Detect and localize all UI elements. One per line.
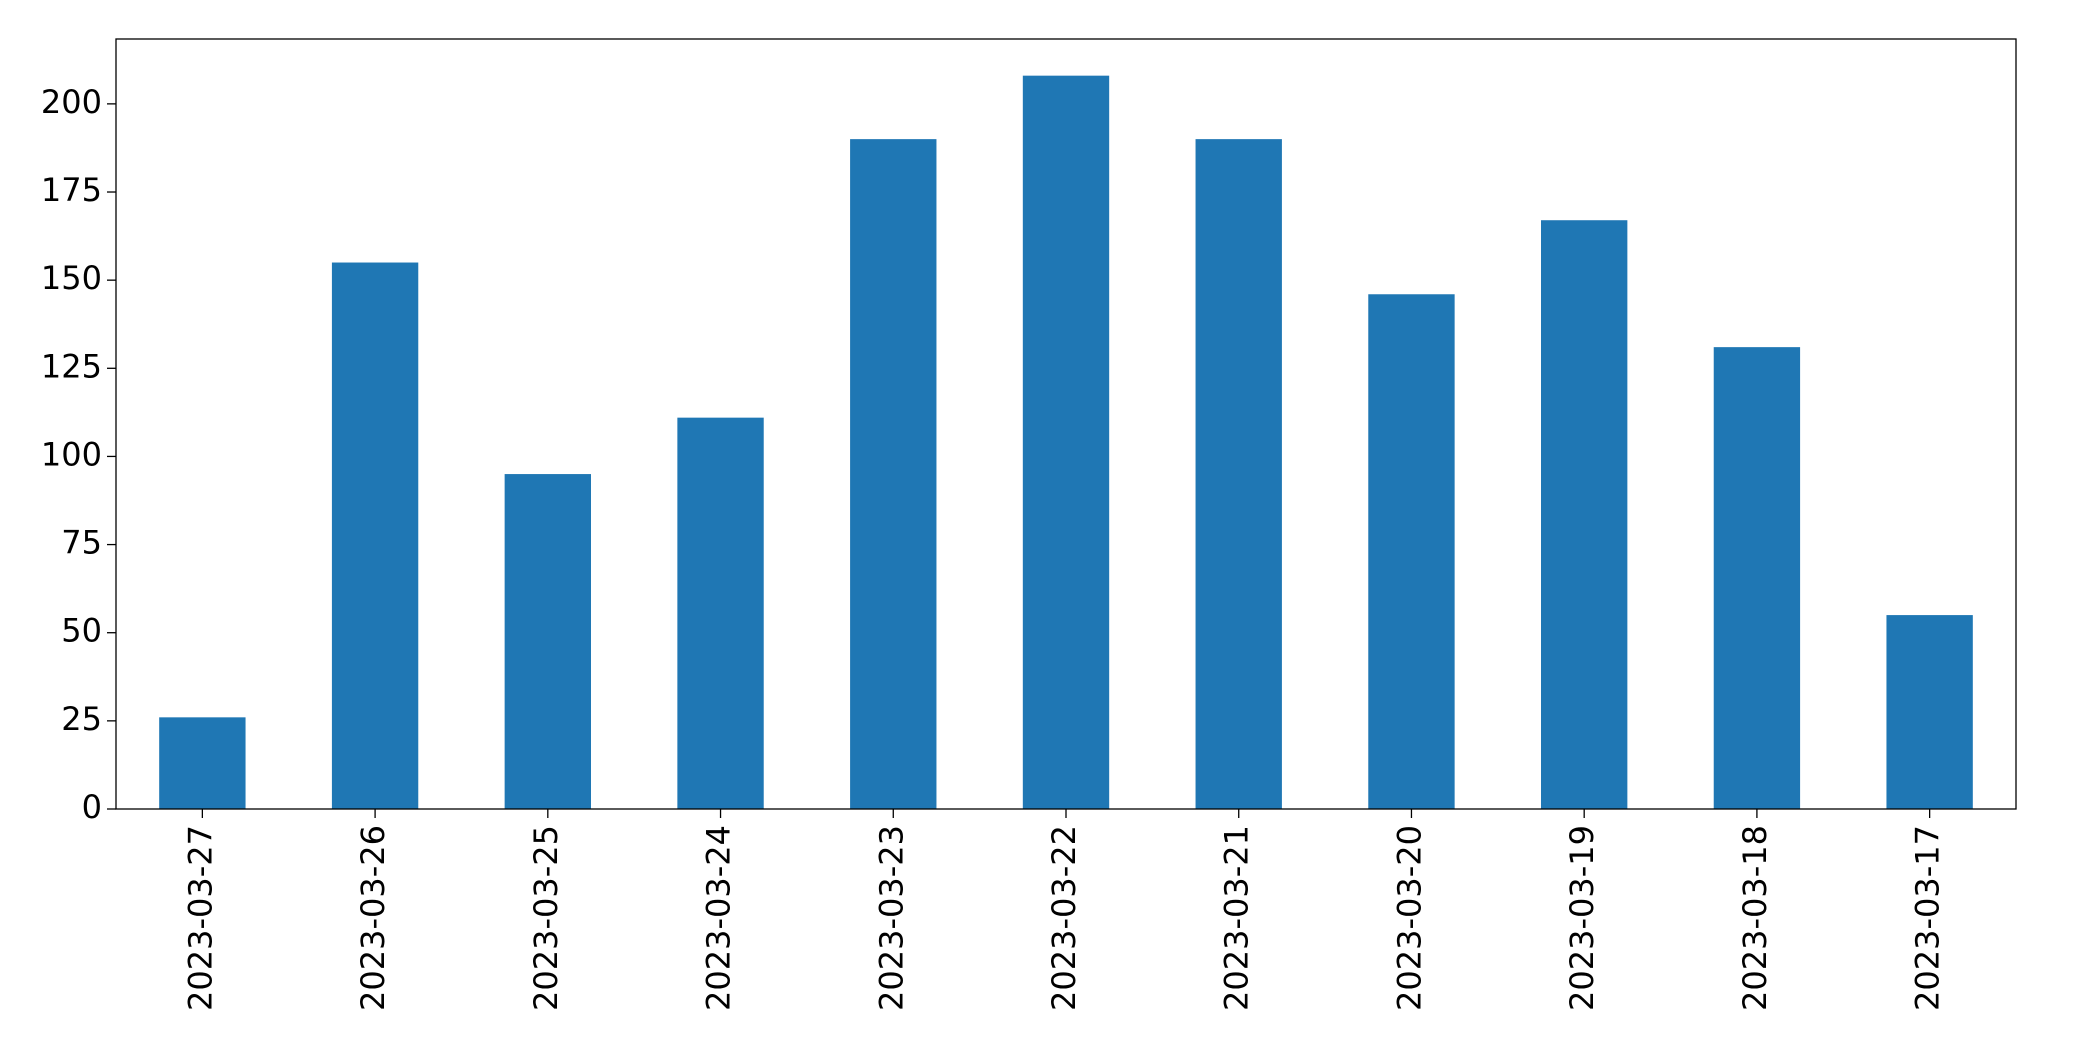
x-tick-label: 2023-03-22 (1045, 825, 1083, 1011)
x-tick-label: 2023-03-23 (872, 825, 910, 1011)
x-tick-label: 2023-03-18 (1736, 825, 1774, 1011)
x-tick-label: 2023-03-27 (181, 825, 219, 1011)
x-tick-label: 2023-03-21 (1218, 825, 1256, 1011)
bar (850, 139, 937, 810)
x-tick-label: 2023-03-26 (354, 825, 392, 1011)
x-tick-label: 2023-03-20 (1390, 825, 1428, 1011)
y-tick-label: 200 (41, 83, 102, 121)
x-tick-label: 2023-03-17 (1909, 825, 1947, 1011)
bar (1022, 75, 1110, 809)
axes-frame (115, 38, 2017, 810)
bar (159, 717, 246, 809)
bar (677, 417, 764, 809)
bar (1195, 139, 1282, 810)
bar (504, 474, 591, 809)
bar (1541, 220, 1628, 809)
bar (331, 262, 419, 809)
bar (1886, 615, 1973, 809)
bar (1713, 347, 1801, 809)
y-tick-label: 75 (61, 524, 102, 562)
y-tick-label: 50 (61, 612, 102, 650)
y-tick-label: 25 (61, 700, 102, 738)
y-tick-label: 175 (41, 171, 102, 209)
y-tick-label: 100 (41, 435, 102, 473)
y-tick-label: 0 (82, 788, 102, 826)
x-tick-label: 2023-03-25 (527, 825, 565, 1011)
y-tick-label: 125 (41, 347, 102, 385)
bar (1368, 294, 1455, 809)
x-tick-label: 2023-03-24 (700, 825, 738, 1011)
x-tick-label: 2023-03-19 (1563, 825, 1601, 1011)
y-tick-label: 150 (41, 259, 102, 297)
